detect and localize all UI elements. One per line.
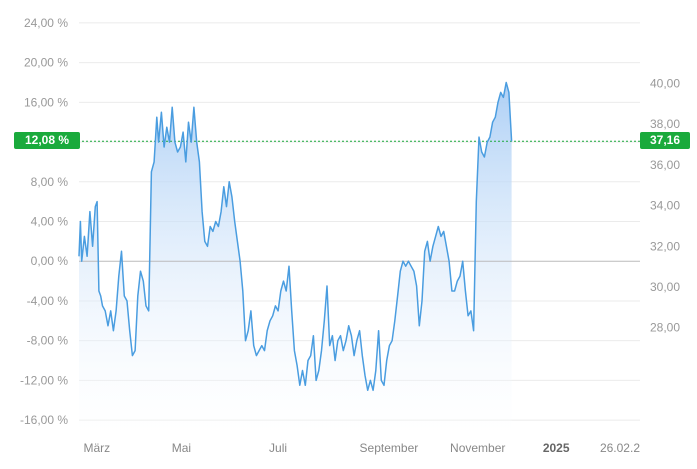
x-tick-label: März [84, 441, 111, 455]
x-tick-label: November [450, 441, 505, 455]
current-percent-badge: 12,08 % [14, 132, 80, 150]
series-line [78, 81, 513, 392]
x-tick-label: 26.02.2 [600, 441, 640, 455]
left-tick-label: -16,00 % [20, 413, 68, 427]
left-tick-label: 24,00 % [24, 16, 68, 30]
left-axis: 24,00 %20,00 %16,00 %12,00 %8,00 %4,00 %… [20, 16, 68, 427]
right-tick-label: 34,00 [650, 199, 680, 213]
x-tick-label: Mai [172, 441, 191, 455]
right-axis: 40,00 38,00 36,00 34,00 32,00 30,00 28,00 [650, 76, 680, 334]
left-tick-label: 4,00 % [31, 215, 69, 229]
x-tick-label: Juli [269, 441, 287, 455]
left-tick-label: 8,00 % [31, 175, 69, 189]
right-tick-label: 40,00 [650, 76, 680, 90]
left-tick-label: -8,00 % [27, 334, 69, 348]
right-tick-label: 36,00 [650, 158, 680, 172]
current-price-badge: 37,16 [640, 132, 690, 150]
right-tick-label: 28,00 [650, 321, 680, 335]
right-tick-label: 38,00 [650, 117, 680, 131]
left-tick-label: -4,00 % [27, 294, 69, 308]
area-fill [79, 82, 512, 435]
right-tick-label: 30,00 [650, 280, 680, 294]
left-tick-label: 20,00 % [24, 56, 68, 70]
left-tick-label: 0,00 % [31, 254, 69, 268]
right-tick-label: 32,00 [650, 239, 680, 253]
x-axis: März Mai Juli September November 2025 26.02.2 [84, 441, 641, 455]
left-tick-label: -12,00 % [20, 373, 68, 387]
left-tick-label: 16,00 % [24, 95, 68, 109]
x-tick-label: September [360, 441, 419, 455]
x-tick-label: 2025 [543, 441, 570, 455]
